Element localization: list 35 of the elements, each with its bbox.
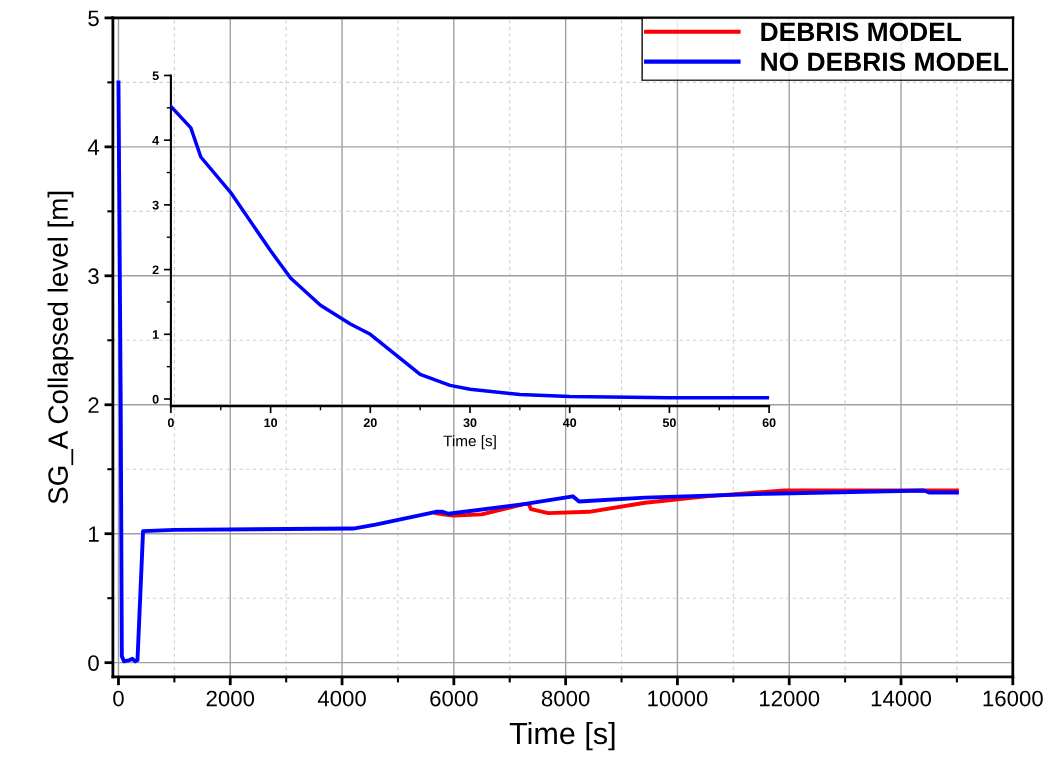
x-tick-label: 14000 bbox=[871, 690, 932, 707]
y-tick-label: 2 bbox=[152, 265, 159, 275]
x-tick-label: 20 bbox=[363, 418, 377, 428]
y-tick-label: 4 bbox=[152, 136, 160, 145]
x-tick-label: 10000 bbox=[648, 690, 708, 707]
y-axis-title: SG_A Collapsed level [m] bbox=[47, 191, 74, 504]
y-tick-label: 5 bbox=[152, 71, 159, 81]
x-tick-label: 0 bbox=[113, 690, 124, 707]
x-axis-title: Time [s] bbox=[443, 435, 496, 450]
x-tick-label: 12000 bbox=[760, 690, 820, 707]
y-tick-label: 1 bbox=[89, 526, 99, 542]
line-series bbox=[170, 104, 770, 400]
line-series bbox=[116, 80, 959, 664]
y-tick-label: 4 bbox=[87, 139, 100, 155]
y-tick-label: 2 bbox=[88, 397, 99, 413]
y-tick-label: 3 bbox=[88, 268, 99, 285]
x-tick-label: 8000 bbox=[541, 690, 590, 707]
x-tick-label: 0 bbox=[167, 418, 174, 428]
legend-label: NO DEBRIS MODEL bbox=[761, 52, 1009, 72]
legend-label: DEBRIS MODEL bbox=[761, 22, 962, 42]
y-tick-label: 3 bbox=[152, 200, 159, 210]
y-tick-label: 0 bbox=[88, 655, 99, 671]
y-tick-label: 5 bbox=[88, 10, 99, 27]
x-tick-label: 40 bbox=[562, 418, 577, 428]
x-axis-title: Time [s] bbox=[509, 721, 615, 751]
x-tick-label: 30 bbox=[463, 418, 477, 428]
x-tick-label: 50 bbox=[662, 418, 676, 428]
x-tick-label: 16000 bbox=[983, 690, 1043, 707]
x-tick-label: 60 bbox=[762, 418, 776, 428]
x-tick-label: 4000 bbox=[317, 690, 366, 707]
x-tick-label: 10 bbox=[264, 418, 278, 428]
y-tick-label: 0 bbox=[152, 394, 159, 404]
x-tick-label: 6000 bbox=[430, 690, 478, 707]
y-tick-label: 1 bbox=[152, 330, 159, 339]
x-tick-label: 2000 bbox=[206, 690, 255, 707]
